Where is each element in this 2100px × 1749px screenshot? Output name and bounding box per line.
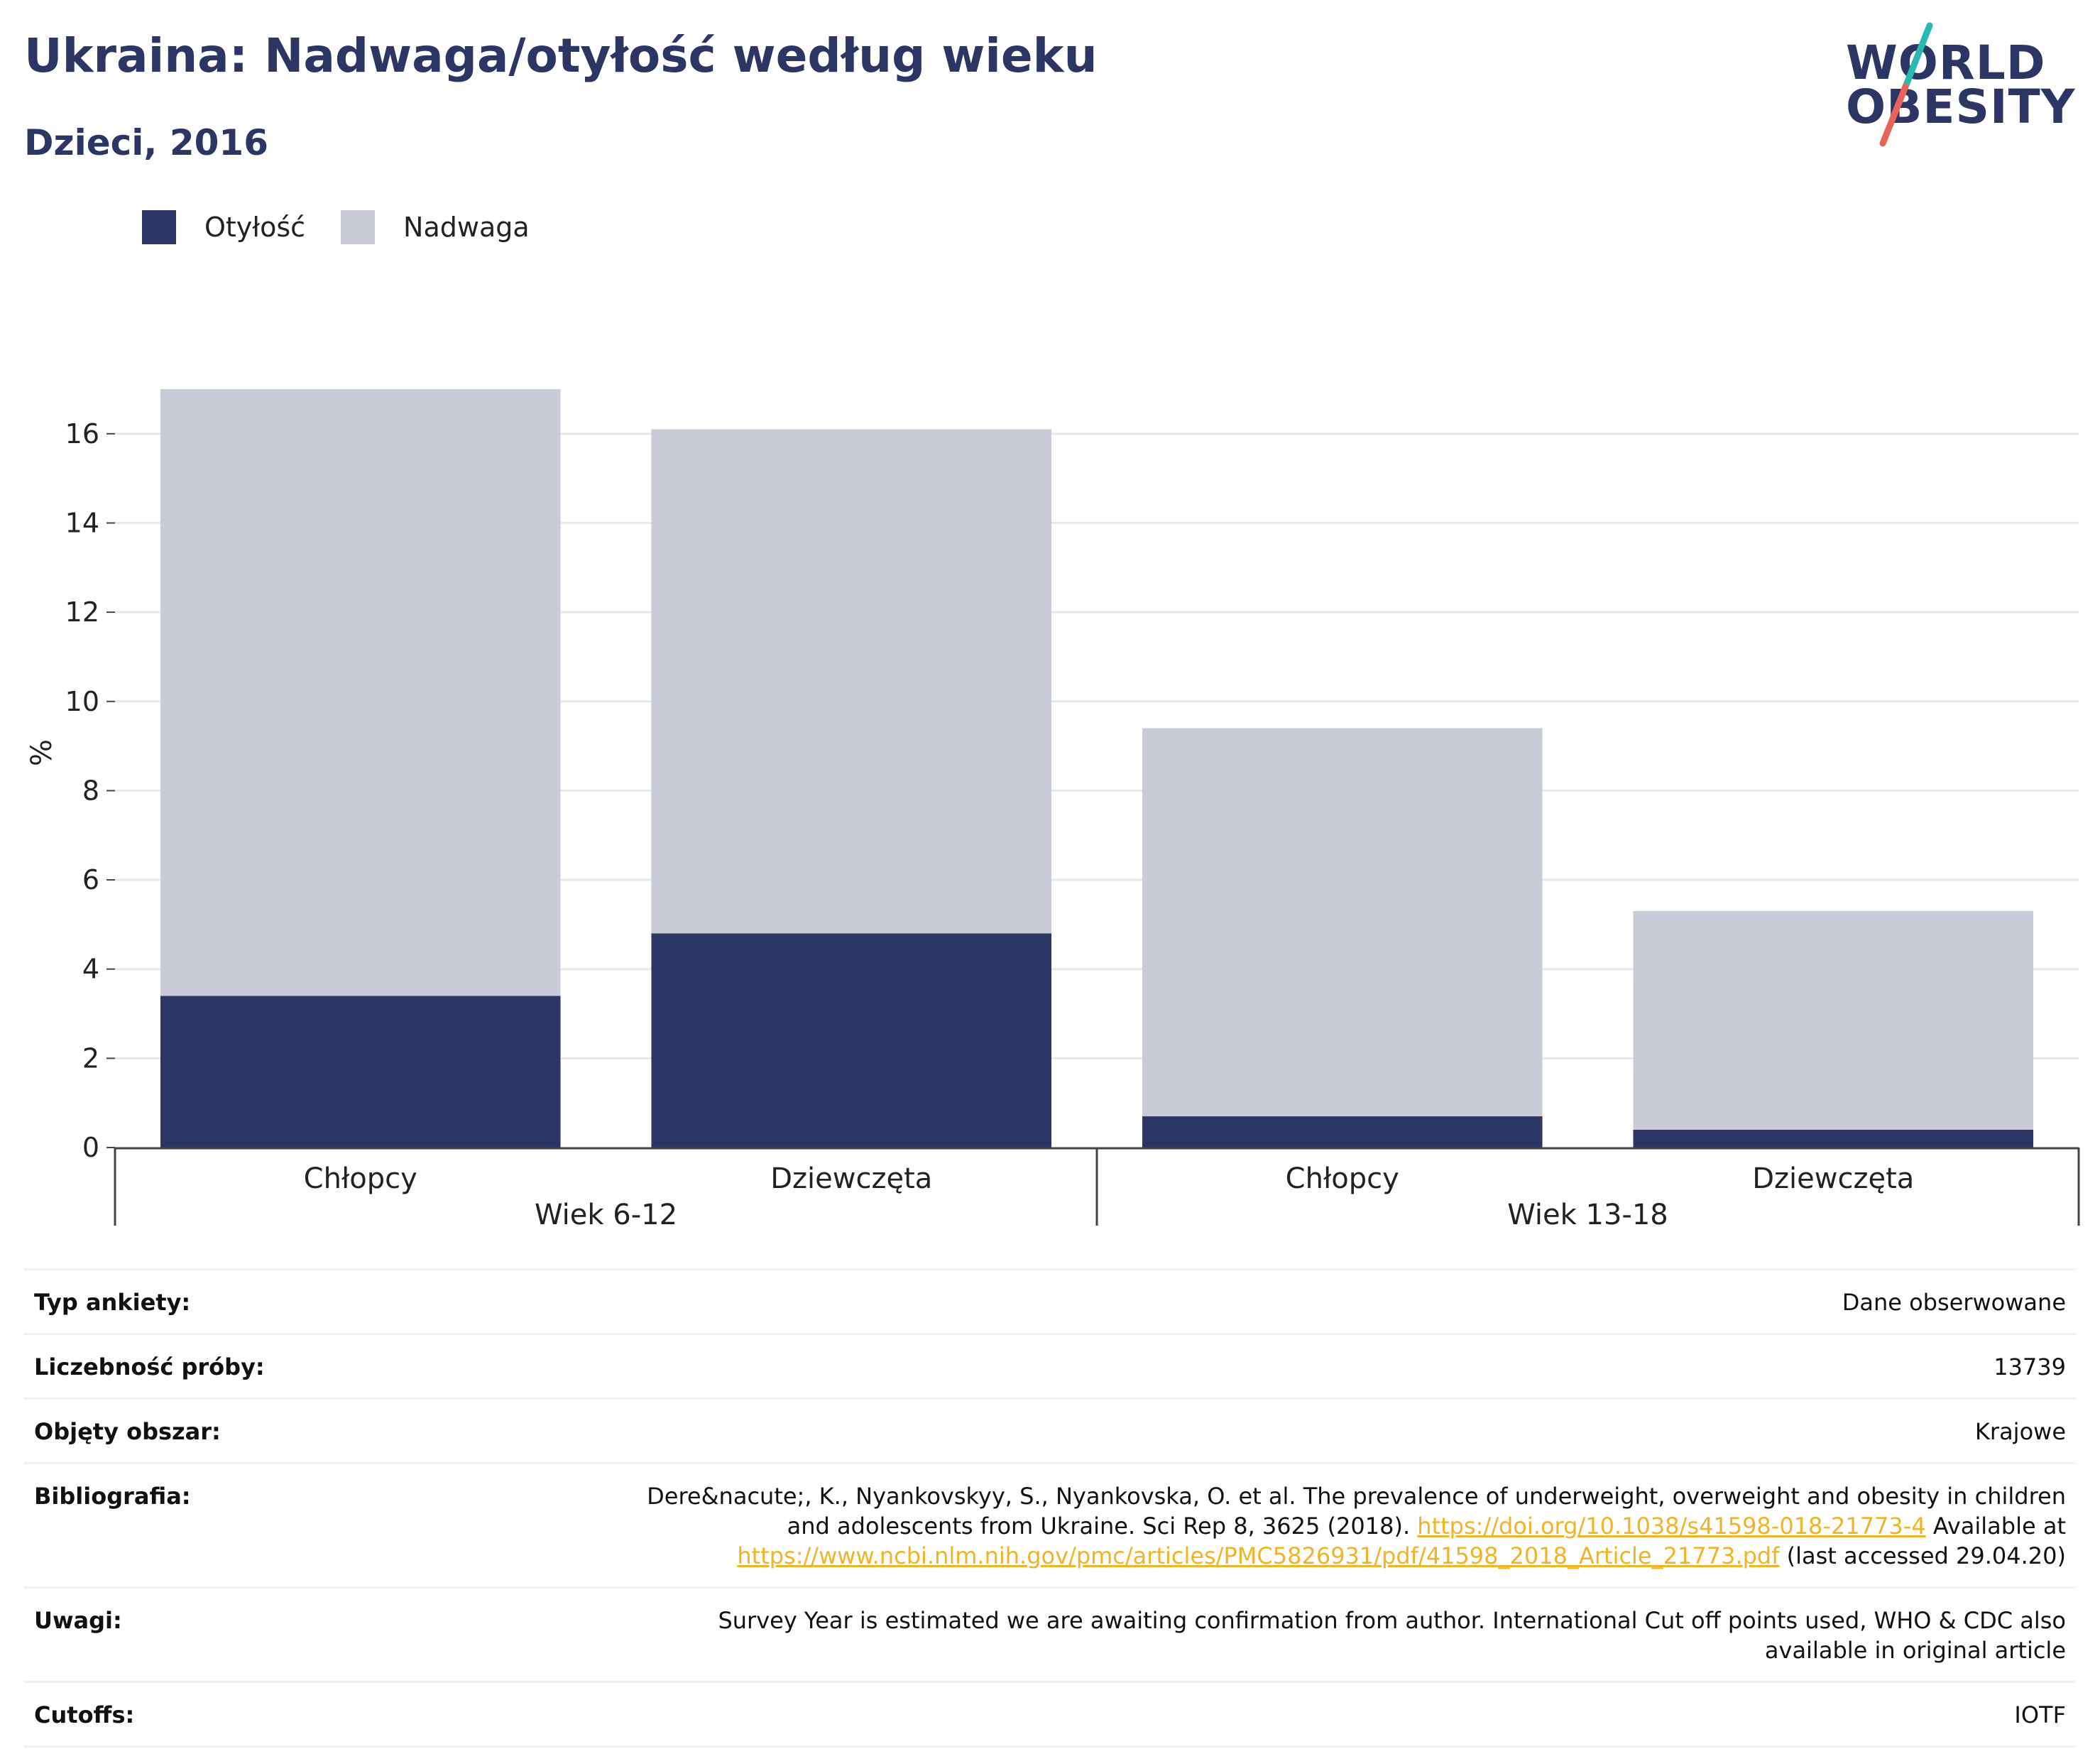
meta-row-notes: Uwagi: Survey Year is estimated we are a…	[24, 1586, 2076, 1681]
meta-key: Uwagi:	[34, 1607, 122, 1634]
meta-value: Dere&nacute;, K., Nyankovskyy, S., Nyank…	[632, 1481, 2066, 1571]
meta-row-bibliography: Bibliografia: Dere&nacute;, K., Nyankovs…	[24, 1462, 2076, 1586]
legend-label-obesity: Otyłość	[204, 212, 306, 243]
legend-item-obesity[interactable]: Otyłość	[142, 210, 305, 244]
y-tick-label: 12	[65, 596, 99, 628]
meta-value: Dane obserwowane	[1842, 1289, 2066, 1316]
pdf-link[interactable]: https://www.ncbi.nlm.nih.gov/pmc/article…	[737, 1542, 1780, 1569]
group-label: Wiek 13-18	[1507, 1199, 1668, 1231]
y-axis-label: %	[26, 739, 58, 766]
bar-overweight	[1142, 728, 1543, 1117]
page-title: Ukraina: Nadwaga/otyłość według wieku	[24, 28, 1098, 83]
meta-row-sample-size: Liczebność próby: 13739	[24, 1333, 2076, 1397]
world-obesity-logo: WORLD OBESITY	[1846, 21, 2087, 149]
page-subtitle: Dzieci, 2016	[24, 122, 268, 163]
bibliography-text: Dere&nacute;, K., Nyankovskyy, S., Nyank…	[647, 1483, 2066, 1540]
y-tick-label: 14	[65, 507, 99, 538]
y-tick-label: 2	[82, 1042, 99, 1074]
legend-item-overweight[interactable]: Nadwaga	[341, 210, 530, 244]
group-label: Wiek 6-12	[535, 1199, 677, 1231]
chart-legend: Otyłość Nadwaga	[142, 210, 565, 244]
doi-link[interactable]: https://doi.org/10.1038/s41598-018-21773…	[1417, 1513, 1926, 1540]
meta-value: Krajowe	[1974, 1418, 2066, 1445]
logo-slash-icon	[1879, 22, 1933, 147]
metadata-table: Typ ankiety: Dane obserwowane Liczebność…	[24, 1268, 2076, 1748]
stacked-bar-chart: 0 2 4 6 8 10 12 14 16% Chłopcy Dziewczęta Chłopcy Dz…	[26, 389, 2080, 1231]
y-tick-label: 4	[82, 954, 99, 985]
bar-obesity	[160, 996, 561, 1148]
bar-obesity	[651, 933, 1052, 1148]
legend-label-overweight: Nadwaga	[403, 212, 530, 243]
meta-value: Survey Year is estimated we are awaiting…	[718, 1607, 2066, 1664]
meta-key: Bibliografia:	[34, 1483, 191, 1510]
meta-row-cutoffs: Cutoffs: IOTF	[24, 1681, 2076, 1748]
meta-key: Objęty obszar:	[34, 1418, 221, 1445]
meta-key: Liczebność próby:	[34, 1353, 265, 1380]
meta-row-survey-type: Typ ankiety: Dane obserwowane	[24, 1268, 2076, 1333]
y-tick-label: 0	[82, 1132, 99, 1163]
bibliography-text: Available at	[1925, 1513, 2066, 1540]
logo-word-2: OBESITY	[1846, 80, 2076, 134]
legend-swatch-obesity	[142, 210, 176, 244]
x-tick-label: Chłopcy	[304, 1162, 417, 1195]
meta-key: Typ ankiety:	[34, 1289, 191, 1316]
x-tick-label: Dziewczęta	[1752, 1162, 1914, 1195]
meta-row-area: Objęty obszar: Krajowe	[24, 1397, 2076, 1462]
bar-overweight	[1633, 911, 2034, 1130]
y-tick-label: 8	[82, 775, 99, 806]
legend-swatch-overweight	[341, 210, 376, 244]
bibliography-text: (last accessed 29.04.20)	[1779, 1542, 2066, 1569]
x-tick-label: Dziewczęta	[770, 1162, 932, 1195]
bar-obesity	[1142, 1116, 1543, 1148]
x-tick-label: Chłopcy	[1286, 1162, 1399, 1195]
meta-key: Cutoffs:	[34, 1701, 135, 1728]
bar-overweight	[651, 429, 1052, 934]
meta-value: 13739	[1994, 1353, 2066, 1380]
bar-obesity	[1633, 1129, 2034, 1148]
y-tick-label: 16	[65, 418, 99, 449]
bar-overweight	[160, 389, 561, 996]
y-tick-label: 6	[82, 864, 99, 895]
meta-value: IOTF	[2014, 1701, 2066, 1728]
y-tick-label: 10	[65, 686, 99, 717]
logo-word-1: WORLD	[1846, 36, 2046, 90]
